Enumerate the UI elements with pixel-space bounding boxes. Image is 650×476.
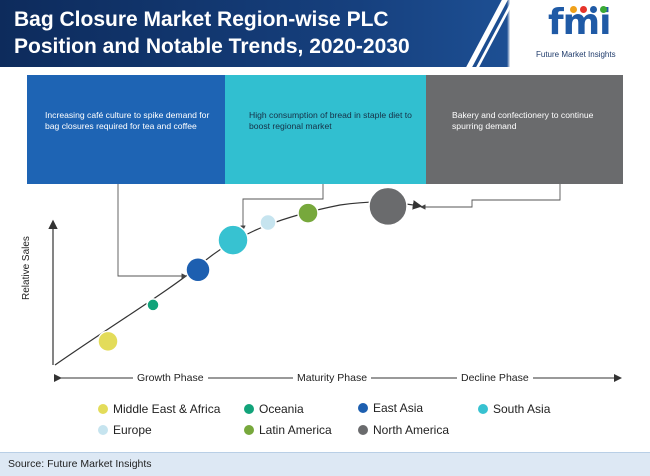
legend-item-south-asia: South Asia [478, 402, 550, 416]
legend-swatch [478, 404, 488, 414]
header-banner: Bag Closure Market Region-wise PLC Posit… [0, 0, 650, 67]
source-note: Source: Future Market Insights [8, 458, 152, 470]
bubble-group [97, 186, 408, 353]
legend-label: Latin America [259, 423, 332, 437]
connector-box-2 [240, 184, 324, 231]
legend-item-middle-east-africa: Middle East & Africa [98, 402, 220, 416]
fmi-logo: fmi Future Market Insights [510, 0, 650, 67]
trend-text-2: High consumption of bread in staple diet… [249, 110, 412, 131]
phase-growth: Growth Phase [133, 372, 208, 384]
legend-item-oceania: Oceania [244, 402, 304, 416]
trend-text-3: Bakery and confectionery to continue spu… [452, 110, 594, 131]
trend-box-3: Bakery and confectionery to continue spu… [426, 75, 623, 184]
legend-item-europe: Europe [98, 423, 152, 437]
trend-text-1: Increasing café culture to spike demand … [45, 110, 210, 131]
legend-item-latin-america: Latin America [244, 423, 332, 437]
footer: Source: Future Market Insights [0, 452, 650, 476]
legend-swatch [98, 425, 108, 435]
legend-label: Oceania [259, 402, 304, 416]
legend-swatch [358, 425, 368, 435]
legend-label: Middle East & Africa [113, 402, 221, 416]
bubble-south-asia [217, 224, 249, 256]
title-line-2: Position and Notable Trends, 2020-2030 [14, 35, 410, 58]
legend-label: North America [373, 423, 450, 437]
legend-swatch [98, 404, 108, 414]
legend-label: South Asia [493, 402, 551, 416]
y-axis-label: Relative Sales [21, 236, 32, 300]
logo-tagline: Future Market Insights [536, 50, 616, 59]
legend-item-north-america: North America [358, 423, 449, 437]
bubble-east-asia [185, 257, 211, 283]
connector-box-1 [117, 184, 187, 279]
bubble-latin-america [297, 202, 319, 224]
phase-decline: Decline Phase [457, 372, 533, 384]
title-line-1: Bag Closure Market Region-wise PLC [14, 8, 389, 31]
legend-item-east-asia: East Asia [358, 401, 423, 415]
legend-label: East Asia [373, 401, 424, 415]
trend-box-1: Increasing café culture to spike demand … [27, 75, 225, 184]
connector-box-3 [420, 184, 561, 210]
bubble-oceania [146, 298, 160, 312]
phase-maturity: Maturity Phase [293, 372, 372, 384]
legend-swatch [244, 404, 254, 414]
legend-label: Europe [113, 423, 152, 437]
legend-swatch [358, 403, 368, 413]
bubble-middle-east-africa [97, 330, 119, 353]
trend-box-2: High consumption of bread in staple diet… [225, 75, 426, 184]
bubble-north-america [368, 186, 408, 227]
bubble-europe [259, 213, 277, 232]
page-title: Bag Closure Market Region-wise PLC Posit… [14, 6, 484, 60]
legend-swatch [244, 425, 254, 435]
